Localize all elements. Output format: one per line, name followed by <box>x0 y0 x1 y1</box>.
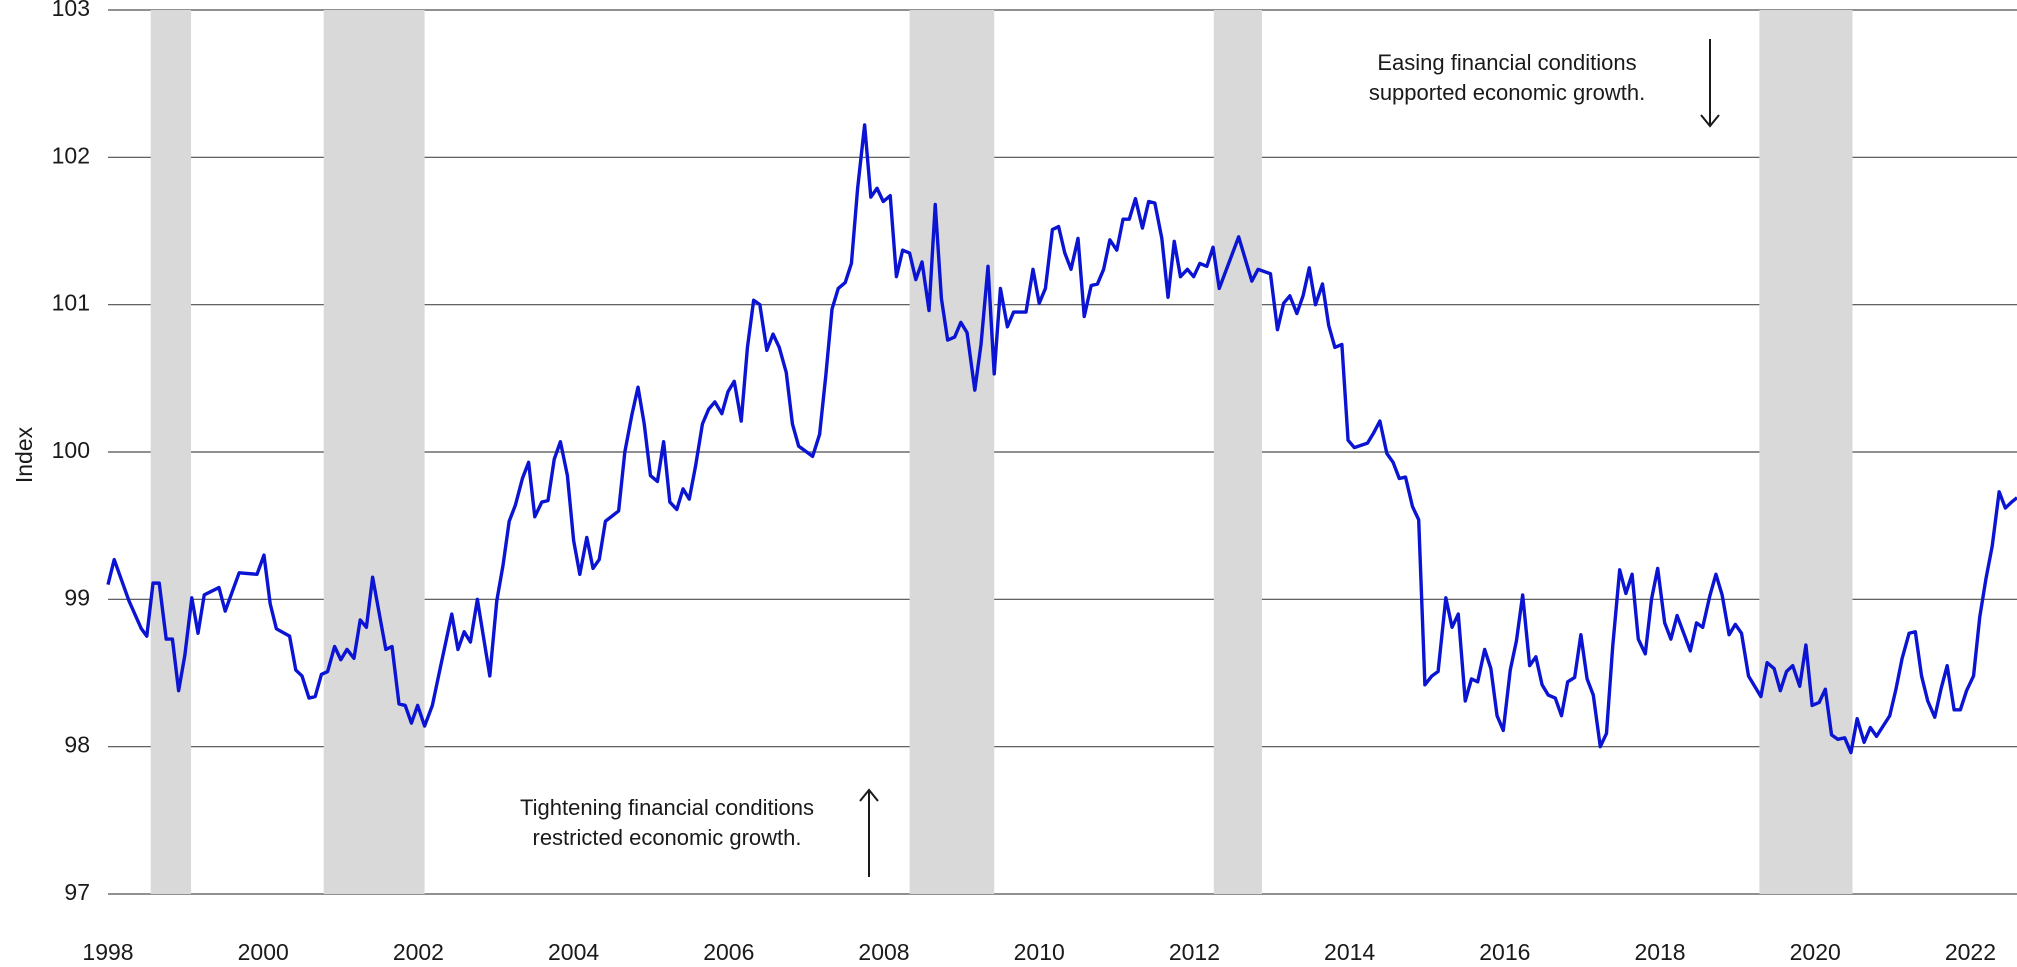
shaded-period <box>1759 10 1853 894</box>
x-tick-label: 2014 <box>1324 939 1375 965</box>
annotation-text: Tightening financial conditions <box>520 795 814 820</box>
annotation-text: supported economic growth. <box>1369 80 1645 105</box>
x-tick-label: 2008 <box>858 939 909 965</box>
x-tick-label: 2016 <box>1479 939 1530 965</box>
x-tick-label: 2010 <box>1014 939 1065 965</box>
x-tick-label: 1998 <box>82 939 133 965</box>
shaded-period <box>150 10 192 894</box>
y-tick-label: 97 <box>64 879 90 905</box>
x-tick-label: 2000 <box>238 939 289 965</box>
y-tick-label: 98 <box>64 732 90 758</box>
annotation-arrowhead <box>1700 114 1720 128</box>
shaded-period <box>909 10 995 894</box>
annotation-arrowhead <box>859 788 879 802</box>
y-tick-label: 101 <box>52 290 90 316</box>
x-tick-label: 2012 <box>1169 939 1220 965</box>
index-line <box>106 123 2017 755</box>
x-tick-label: 2006 <box>703 939 754 965</box>
shaded-period <box>323 10 425 894</box>
y-tick-label: 99 <box>64 584 90 610</box>
x-tick-label: 2020 <box>1790 939 1841 965</box>
x-tick-label: 2002 <box>393 939 444 965</box>
x-tick-label: 2018 <box>1634 939 1685 965</box>
shaded-period <box>1213 10 1262 894</box>
x-tick-label: 2022 <box>1945 939 1996 965</box>
y-tick-label: 103 <box>52 0 90 21</box>
annotation-text: Easing financial conditions <box>1377 50 1636 75</box>
y-tick-label: 102 <box>52 142 90 168</box>
y-axis-label: Index <box>11 426 37 483</box>
x-tick-label: 2004 <box>548 939 599 965</box>
y-tick-label: 100 <box>52 437 90 463</box>
annotation-text: restricted economic growth. <box>533 825 802 850</box>
